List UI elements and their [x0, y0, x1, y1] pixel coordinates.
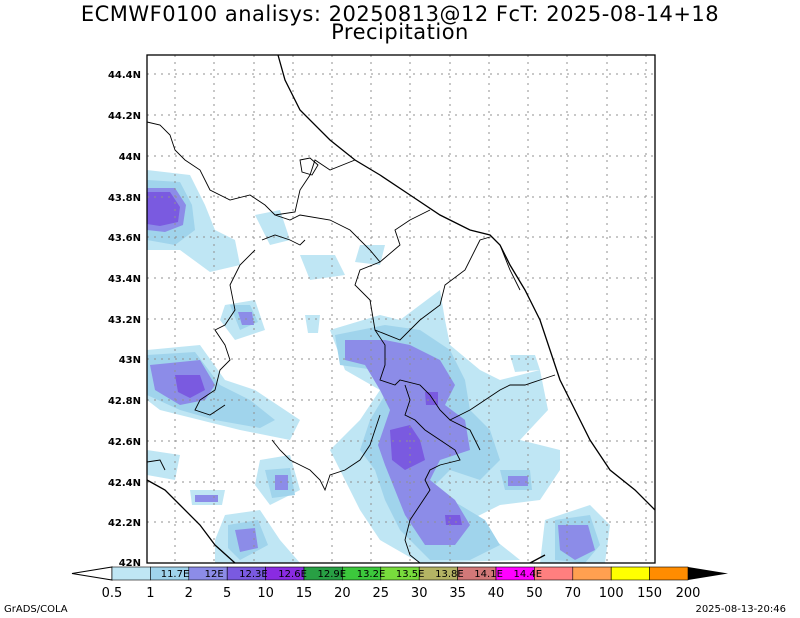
colorbar-bound-label: 25 [373, 586, 390, 601]
lat-label: 42.4N [108, 478, 141, 489]
longitude-labels: 11.7E 12E 12.3E 12.6E 12.9E 13.2E 13.5E 13.8E 14… [161, 569, 542, 580]
lat-label: 42.6N [108, 437, 141, 448]
lat-label: 44.2N [108, 111, 141, 122]
colorbar-bound-label: 50 [526, 586, 543, 601]
footer-left: GrADS/COLA [4, 604, 68, 615]
lon-label: 12E [205, 569, 224, 580]
lon-label: 13.2E [357, 569, 386, 580]
colorbar-cells [71, 566, 728, 581]
footer-right: 2025-08-13-20:46 [695, 604, 786, 615]
colorbar-bound-label: 5 [223, 586, 231, 601]
colorbar-cell [610, 566, 650, 581]
lon-label: 12.3E [239, 569, 268, 580]
colorbar-bound-label: 40 [488, 586, 505, 601]
lon-label: 13.5E [396, 569, 425, 580]
colorbar-bound-label: 200 [676, 586, 701, 601]
colorbar-bound-label: 20 [334, 586, 351, 601]
region-borders [146, 121, 556, 564]
lat-label: 43.2N [108, 315, 141, 326]
map-grid [147, 55, 655, 563]
colorbar-bound-label: 15 [296, 586, 313, 601]
colorbar-over-arrow [688, 567, 728, 580]
colorbar-bound-label: 150 [637, 586, 662, 601]
colorbar-bound-label: 10 [257, 586, 274, 601]
colorbar-bound-labels: 0.5 1 2 5 10 15 20 25 30 35 40 50 70 100 150 200 [102, 586, 701, 601]
lat-label: 43N [119, 355, 141, 366]
lon-label: 14.4E [514, 569, 543, 580]
colorbar-cell [572, 566, 612, 581]
precip-fields [147, 170, 610, 563]
lat-label: 42.2N [108, 518, 141, 529]
colorbar-bound-label: 30 [411, 586, 428, 601]
colorbar-bound-label: 70 [565, 586, 582, 601]
colorbar-bound-label: 100 [599, 586, 624, 601]
lat-label: 44N [119, 152, 141, 163]
lat-label: 44.4N [108, 70, 141, 81]
map-subtitle: Precipitation [331, 20, 469, 44]
lon-label: 12.6E [278, 569, 307, 580]
lon-label: 12.9E [318, 569, 347, 580]
lat-label: 43.6N [108, 233, 141, 244]
colorbar-bound-label: 35 [449, 586, 466, 601]
colorbar-under-arrow [71, 566, 113, 581]
lat-label: 42N [119, 558, 141, 569]
map-title: ECMWF0100 analisys: 20250813@12 FcT: 202… [80, 2, 720, 26]
lat-label: 43.8N [108, 193, 141, 204]
lat-label: 43.4N [108, 274, 141, 285]
lon-label: 13.8E [435, 569, 464, 580]
latitude-labels: 44.4N 44.2N 44N 43.8N 43.6N 43.4N 43.2N … [108, 70, 141, 569]
colorbar-bound-label: 0.5 [102, 586, 123, 601]
lat-label: 42.8N [108, 396, 141, 407]
lon-label: 11.7E [161, 569, 190, 580]
colorbar-cell [111, 566, 151, 581]
colorbar-bound-label: 2 [185, 586, 193, 601]
colorbar-cell [649, 566, 689, 581]
colorbar-bound-label: 1 [146, 586, 154, 601]
lon-label: 14.1E [474, 569, 503, 580]
map-frame [146, 54, 656, 564]
